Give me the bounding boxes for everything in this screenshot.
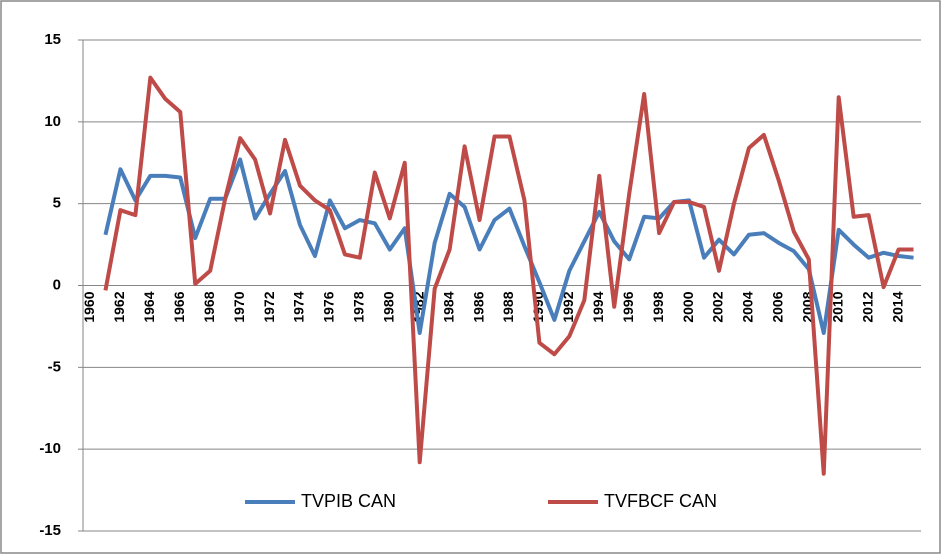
y-tick-label: 10 <box>44 113 61 130</box>
y-tick-label: 15 <box>44 31 61 48</box>
y-tick-label: -5 <box>48 358 61 375</box>
x-tick-label: 1962 <box>111 291 127 322</box>
x-tick-label: 1978 <box>351 291 367 322</box>
x-tick-label: 2010 <box>829 291 845 322</box>
legend-label: TVPIB CAN <box>301 491 396 511</box>
y-tick-label: 0 <box>53 276 61 293</box>
x-tick-label: 1988 <box>500 291 516 322</box>
data-line <box>103 157 914 335</box>
x-tick-label: 2004 <box>740 291 756 322</box>
x-tick-label: 2002 <box>710 291 726 322</box>
x-tick-label: 2006 <box>770 291 786 322</box>
x-tick-label: 1960 <box>81 291 97 322</box>
legend-label: TVFBCF CAN <box>604 491 717 511</box>
x-tick-label: 1980 <box>380 291 396 322</box>
x-tick-label: 1974 <box>291 291 307 322</box>
y-tick-label: 5 <box>53 195 61 212</box>
y-tick-label: -15 <box>39 522 61 539</box>
x-tick-label: 1968 <box>201 291 217 322</box>
x-tick-label: 2014 <box>889 291 905 322</box>
x-tick-label: 1972 <box>261 291 277 322</box>
x-tick-label: 1966 <box>171 291 187 322</box>
x-tick-label: 1998 <box>650 291 666 322</box>
x-tick-label: 1986 <box>470 291 486 322</box>
x-tick-label: 1976 <box>321 291 337 322</box>
x-tick-label: 1984 <box>440 291 456 322</box>
x-tick-label: 1964 <box>141 291 157 322</box>
x-tick-label: 1996 <box>620 291 636 322</box>
data-line <box>103 75 914 476</box>
x-tick-label: 1970 <box>231 291 247 322</box>
x-tick-label: 2012 <box>859 291 875 322</box>
x-tick-label: 1994 <box>590 291 606 322</box>
y-tick-label: -10 <box>39 440 61 457</box>
x-tick-label: 2000 <box>680 291 696 322</box>
x-tick-label: 1992 <box>560 291 576 322</box>
